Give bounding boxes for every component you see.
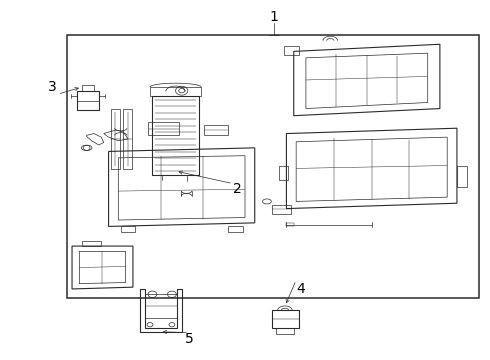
Text: 3: 3 [48,80,57,94]
Bar [457,166,466,187]
Bar [147,122,179,135]
Bar [82,241,101,246]
Bar [228,226,243,232]
Bar [123,109,132,169]
Bar [272,205,291,214]
Bar [150,87,201,96]
Bar [287,223,294,226]
Bar [279,166,288,180]
Bar [77,91,99,111]
Text: 4: 4 [296,282,305,296]
Bar [272,310,298,328]
Text: 1: 1 [270,10,279,24]
Bar [276,328,294,334]
Text: 2: 2 [233,182,242,196]
Bar [67,35,479,298]
Bar [152,96,199,175]
Bar [82,85,94,91]
Bar [203,125,228,135]
Text: 5: 5 [185,332,194,346]
Bar [284,46,298,55]
Bar [111,109,120,169]
Bar [121,226,135,232]
Bar [145,294,177,318]
